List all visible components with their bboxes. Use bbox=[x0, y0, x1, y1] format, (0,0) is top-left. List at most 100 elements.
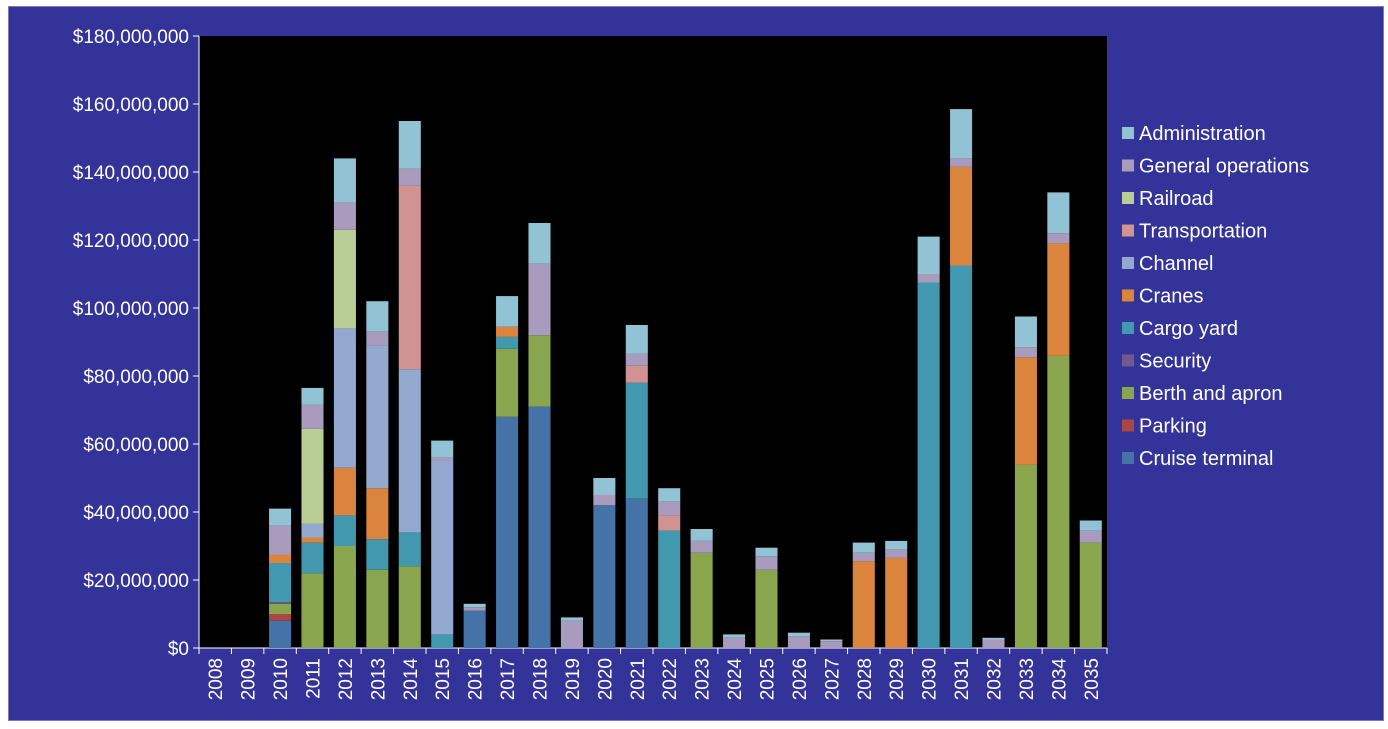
bar-segment-2023-s2 bbox=[690, 552, 713, 648]
bar-segment-2021-s9 bbox=[625, 353, 648, 366]
legend-label: Administration bbox=[1139, 123, 1266, 145]
bar-segment-2023-s9 bbox=[690, 540, 713, 553]
bar-segment-2025-s9 bbox=[755, 556, 778, 570]
y-tick-label: $20,000,000 bbox=[83, 571, 189, 592]
bar-segment-2015-s4 bbox=[431, 634, 454, 648]
bar-segment-2013-s9 bbox=[366, 331, 389, 346]
bar-segment-2022-s9 bbox=[658, 501, 681, 516]
bar-segment-2017-s5 bbox=[496, 326, 519, 337]
chart-frame: $0 $20,000,000 $40,000,000 $60,000,000 $80,0… bbox=[8, 6, 1384, 721]
bar-segment-2017-s4 bbox=[496, 336, 519, 349]
bar-segment-2031-s5 bbox=[950, 166, 973, 266]
y-tick-label: $180,000,000 bbox=[73, 27, 189, 48]
bar-segment-2030-s4 bbox=[917, 282, 940, 648]
x-tick-label-2035: 2035 bbox=[1082, 658, 1103, 700]
x-tick-label-2020: 2020 bbox=[595, 658, 616, 700]
x-tick-label-2034: 2034 bbox=[1049, 658, 1070, 701]
bar-segment-2010-s4 bbox=[269, 563, 292, 603]
y-tick-label: $60,000,000 bbox=[83, 435, 189, 456]
bar-segment-2016-s9 bbox=[463, 607, 486, 611]
bar-segment-2014-s2 bbox=[398, 566, 421, 648]
bar-segment-2011-s6 bbox=[301, 523, 324, 538]
bar-segment-2012-s6 bbox=[333, 328, 356, 468]
x-tick-label-2022: 2022 bbox=[660, 658, 681, 700]
legend-label: Transportation bbox=[1139, 221, 1267, 243]
bar-segment-2010-s10 bbox=[269, 508, 292, 526]
y-tick-label: $80,000,000 bbox=[83, 367, 189, 388]
bars-group bbox=[269, 109, 1102, 648]
x-tick-label-2030: 2030 bbox=[920, 658, 941, 700]
bar-segment-2020-s9 bbox=[593, 495, 616, 506]
x-tick-label-2024: 2024 bbox=[725, 658, 746, 701]
bar-segment-2026-s9 bbox=[787, 636, 810, 648]
legend-swatch bbox=[1122, 224, 1134, 237]
bar-segment-2033-s10 bbox=[1014, 316, 1037, 348]
bar-segment-2017-s10 bbox=[496, 296, 519, 327]
bar-segment-2019-s9 bbox=[560, 620, 583, 648]
legend-swatch bbox=[1122, 257, 1134, 269]
bar-segment-2032-s10 bbox=[982, 637, 1005, 640]
bar-segment-2014-s9 bbox=[398, 168, 421, 186]
x-tick-label-2008: 2008 bbox=[206, 658, 227, 700]
x-tick-label-2019: 2019 bbox=[563, 658, 584, 700]
bar-segment-2021-s0 bbox=[625, 498, 648, 648]
bar-segment-2010-s0 bbox=[269, 620, 292, 648]
bar-segment-2014-s4 bbox=[398, 532, 421, 567]
legend-label: Cranes bbox=[1139, 286, 1203, 308]
x-tick-label-2011: 2011 bbox=[304, 658, 325, 699]
bar-segment-2027-s9 bbox=[820, 641, 843, 648]
bar-segment-2019-s10 bbox=[560, 617, 583, 621]
legend-swatch bbox=[1122, 387, 1134, 399]
bar-segment-2031-s10 bbox=[950, 109, 973, 159]
bar-segment-2029-s5 bbox=[885, 557, 908, 648]
bar-segment-2018-s10 bbox=[528, 223, 551, 264]
y-tick-label: $120,000,000 bbox=[73, 231, 189, 252]
legend-swatch bbox=[1122, 452, 1134, 464]
bar-segment-2018-s2 bbox=[528, 335, 551, 407]
bar-segment-2010-s5 bbox=[269, 554, 292, 563]
x-tick-label-2021: 2021 bbox=[628, 658, 649, 700]
bar-segment-2020-s0 bbox=[593, 505, 616, 648]
bar-segment-2031-s4 bbox=[950, 265, 973, 648]
x-tick-label-2025: 2025 bbox=[758, 658, 779, 700]
x-tick-label-2033: 2033 bbox=[1017, 658, 1038, 700]
bar-segment-2015-s10 bbox=[431, 440, 454, 458]
bar-segment-2015-s6 bbox=[431, 461, 454, 635]
y-tick-label: $100,000,000 bbox=[73, 299, 189, 320]
x-tick-label-2010: 2010 bbox=[271, 658, 292, 700]
legend-swatch bbox=[1122, 419, 1134, 432]
bar-segment-2035-s2 bbox=[1079, 542, 1102, 648]
x-tick-label-2015: 2015 bbox=[433, 658, 454, 700]
bar-segment-2021-s10 bbox=[625, 325, 648, 354]
bar-segment-2022-s4 bbox=[658, 530, 681, 648]
bar-segment-2028-s9 bbox=[852, 552, 875, 562]
bar-segment-2027-s10 bbox=[820, 639, 843, 642]
x-tick-label-2016: 2016 bbox=[466, 658, 487, 700]
bar-segment-2031-s9 bbox=[950, 158, 973, 167]
x-axis-ticks: 2008 2009 2010 2011 2012 2013 2014 2015 2016 2017… bbox=[198, 648, 1108, 701]
bar-segment-2029-s10 bbox=[885, 540, 908, 550]
bar-segment-2011-s5 bbox=[301, 537, 324, 543]
bar-segment-2020-s10 bbox=[593, 478, 616, 495]
bar-segment-2035-s9 bbox=[1079, 530, 1102, 543]
x-tick-label-2013: 2013 bbox=[368, 658, 389, 700]
bar-segment-2016-s0 bbox=[463, 610, 486, 648]
bar-segment-2034-s2 bbox=[1047, 355, 1070, 648]
bar-segment-2014-s7 bbox=[398, 185, 421, 370]
legend-label: Railroad bbox=[1139, 188, 1213, 210]
bar-segment-2012-s5 bbox=[333, 467, 356, 516]
bar-segment-2015-s9 bbox=[431, 457, 454, 461]
bar-segment-2034-s10 bbox=[1047, 192, 1070, 234]
bar-segment-2030-s10 bbox=[917, 236, 940, 274]
legend-swatch bbox=[1122, 354, 1134, 367]
bar-segment-2029-s9 bbox=[885, 549, 908, 558]
x-tick-label-2026: 2026 bbox=[790, 658, 811, 700]
bar-segment-2012-s2 bbox=[333, 546, 356, 648]
bar-segment-2012-s10 bbox=[333, 158, 356, 203]
bar-segment-2032-s9 bbox=[982, 639, 1005, 648]
bar-segment-2010-s3 bbox=[269, 602, 292, 604]
legend: Administration General operations Railroad… bbox=[1122, 123, 1309, 470]
bar-segment-2024-s10 bbox=[723, 634, 746, 638]
legend-label: Security bbox=[1139, 351, 1211, 373]
x-tick-label-2009: 2009 bbox=[239, 658, 260, 700]
